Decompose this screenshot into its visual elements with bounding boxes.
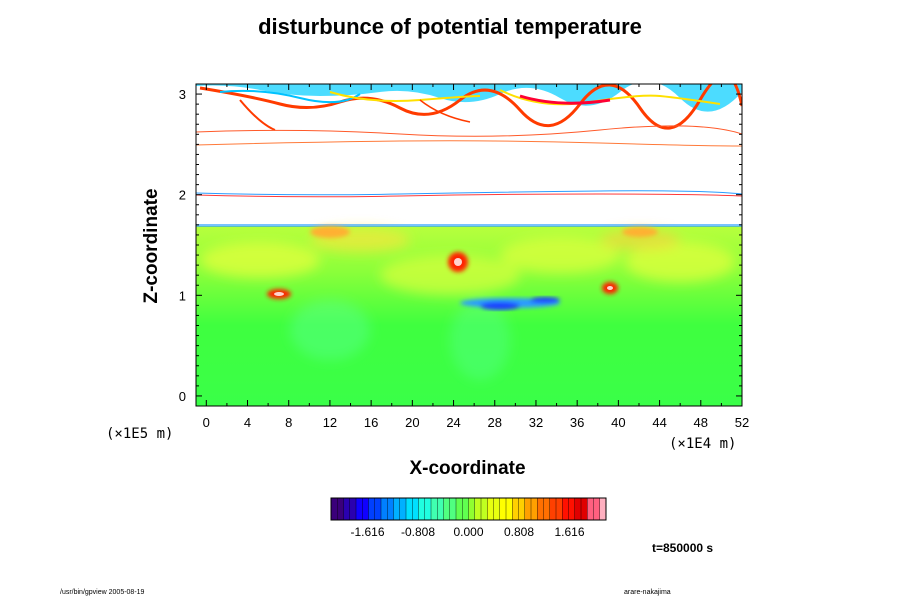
colorbar-swatch [593, 498, 601, 520]
colorbar-swatch [487, 498, 494, 520]
colorbar-swatch [343, 498, 351, 520]
colorbar-swatch [374, 498, 382, 520]
x-tick-label: 36 [570, 415, 584, 430]
colorbar-swatch [412, 498, 419, 520]
x-tick-label: 32 [529, 415, 543, 430]
colorbar-swatch [481, 498, 488, 520]
x-unit-label: (×1E4 m) [669, 436, 737, 452]
thin-contours [196, 125, 742, 198]
colorbar-swatch [331, 498, 338, 520]
colorbar-swatch [574, 498, 582, 520]
colorbar-swatch [424, 498, 432, 520]
colorbar-swatch [449, 498, 457, 520]
colorbar-label: 0.000 [453, 525, 483, 539]
chart-title: disturbunce of potential temperature [258, 14, 642, 39]
cold-anomaly [460, 297, 560, 310]
x-tick-label: 20 [405, 415, 419, 430]
colorbar-swatch [474, 498, 482, 520]
colorbar: -1.616 -0.808 0.000 0.808 1.616 [330, 497, 607, 539]
colorbar-swatch [493, 498, 501, 520]
colorbar-swatch [599, 498, 607, 520]
y-tick-label: 0 [179, 389, 186, 404]
colorbar-swatch [506, 498, 513, 520]
colorbar-swatch [581, 498, 588, 520]
upper-band-eddies [196, 84, 742, 131]
colorbar-label: 0.808 [504, 525, 534, 539]
x-tick-label: 0 [203, 415, 210, 430]
y-tick-label: 2 [179, 188, 186, 203]
footer-left: /usr/bin/gpview 2005-08-19 [60, 589, 145, 596]
x-tick-label: 24 [446, 415, 460, 430]
x-axis-label: X-coordinate [409, 458, 526, 479]
colorbar-swatch [524, 498, 532, 520]
x-axis: 0 4 8 12 16 20 24 28 32 36 40 44 48 52 [203, 84, 749, 430]
colorbar-swatch [437, 498, 444, 520]
colorbar-swatch [399, 498, 407, 520]
colorbar-swatch [362, 498, 369, 520]
colorbar-swatch [468, 498, 476, 520]
y-axis: 0 1 2 3 [179, 87, 742, 404]
colorbar-swatch [512, 498, 519, 520]
x-tick-label: 28 [488, 415, 502, 430]
x-tick-label: 44 [652, 415, 666, 430]
x-tick-label: 48 [694, 415, 708, 430]
colorbar-swatch [337, 498, 344, 520]
x-tick-label: 12 [323, 415, 337, 430]
x-tick-label: 52 [735, 415, 749, 430]
colorbar-swatch [543, 498, 551, 520]
colorbar-swatch [418, 498, 426, 520]
colorbar-swatch [549, 498, 557, 520]
footer-right: arare-nakajima [624, 589, 671, 596]
y-tick-label: 1 [179, 288, 186, 303]
colorbar-swatch [587, 498, 594, 520]
colorbar-label: -1.616 [350, 525, 384, 539]
colorbar-swatch [406, 498, 413, 520]
colorbar-swatch [368, 498, 376, 520]
colorbar-swatch [443, 498, 451, 520]
warm-anomaly-cores [274, 258, 613, 296]
y-unit-label: (×1E5 m) [106, 426, 174, 442]
colorbar-swatch [393, 498, 401, 520]
x-tick-label: 4 [244, 415, 251, 430]
colorbar-swatch [349, 498, 357, 520]
colorbar-swatch [562, 498, 569, 520]
x-tick-label: 40 [611, 415, 625, 430]
x-tick-label: 8 [285, 415, 292, 430]
colorbar-label: 1.616 [554, 525, 584, 539]
plot-area [196, 84, 742, 406]
colorbar-swatch [356, 498, 363, 520]
colorbar-swatch [556, 498, 563, 520]
colorbar-swatch [568, 498, 576, 520]
colorbar-swatch [531, 498, 538, 520]
colorbar-swatch [518, 498, 526, 520]
colorbar-swatch [499, 498, 507, 520]
colorbar-swatch [387, 498, 394, 520]
colorbar-label: -0.808 [401, 525, 435, 539]
time-label: t=850000 s [652, 541, 714, 555]
colorbar-swatch [431, 498, 438, 520]
colorbar-swatch [537, 498, 544, 520]
x-tick-label: 16 [364, 415, 378, 430]
colorbar-swatch [462, 498, 469, 520]
y-axis-label: Z-coordinate [141, 188, 162, 304]
colorbar-frame [330, 497, 607, 521]
colorbar-swatch [381, 498, 388, 520]
colorbar-swatch [456, 498, 463, 520]
y-tick-label: 3 [179, 87, 186, 102]
